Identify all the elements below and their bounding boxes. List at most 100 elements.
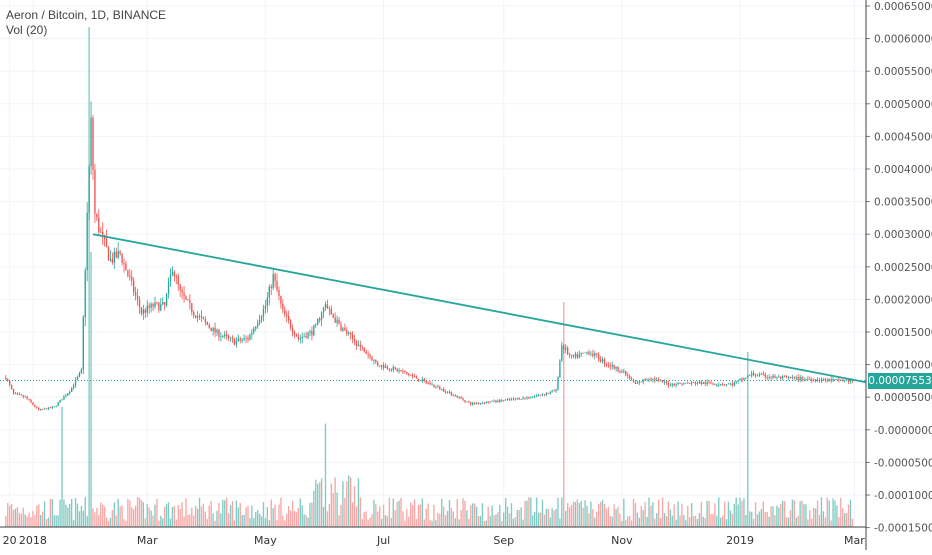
candle-body: [162, 302, 164, 305]
volume-bar: [80, 506, 83, 527]
volume-bar: [380, 518, 383, 527]
volume-bar: [127, 498, 129, 527]
volume-bar: [456, 498, 458, 527]
volume-bar: [731, 513, 734, 527]
price-axis[interactable]: 0.00065000 0.00060000 0.00055000 0.00050000…: [865, 0, 932, 550]
volume-bar: [431, 520, 433, 527]
volume-bar: [795, 517, 797, 527]
candle-body: [582, 352, 584, 354]
candle-body: [675, 384, 677, 386]
volume-bar: [105, 517, 108, 527]
volume-bar: [791, 499, 794, 527]
volume-bar: [291, 500, 294, 527]
candle-body: [171, 271, 174, 275]
candle-body: [152, 303, 154, 307]
candle-body: [193, 312, 195, 316]
candle-body: [216, 329, 218, 333]
volume-bar: [115, 515, 117, 527]
volume-bar: [297, 507, 300, 527]
candle-body: [539, 394, 542, 396]
candle-body: [119, 251, 121, 254]
volume-bar: [762, 501, 764, 527]
candle-body: [243, 338, 245, 340]
candle-body: [807, 378, 809, 380]
volume-indicator-label[interactable]: Vol (20): [6, 23, 48, 37]
candle-body: [158, 302, 160, 311]
candle-body: [55, 405, 57, 407]
candle-body: [435, 386, 437, 388]
candle-body: [102, 232, 104, 236]
volume-bar: [67, 507, 69, 527]
candle-body: [258, 319, 261, 324]
volume-bar: [673, 504, 675, 527]
candle-body: [41, 409, 44, 411]
x-tick-label: Mar: [137, 534, 158, 547]
candle-body: [439, 386, 441, 390]
candle-body: [278, 290, 280, 296]
candle-body: [636, 382, 639, 384]
candle-body: [136, 295, 139, 300]
volume-bar: [710, 513, 712, 527]
candle-body: [349, 332, 352, 335]
volume-bar: [315, 479, 317, 527]
volume-bar: [47, 517, 50, 527]
candle-body: [762, 373, 764, 375]
candle-body: [204, 319, 207, 323]
candle-body: [286, 314, 288, 317]
candle-body: [609, 365, 611, 367]
time-axis[interactable]: 20 2018 Mar May Jul Sep Nov 2019 Mar: [0, 526, 866, 547]
candle-body: [398, 369, 400, 371]
volume-bar: [437, 512, 439, 527]
volume-bar: [148, 507, 150, 527]
candle-body: [696, 383, 699, 384]
candle-body: [303, 336, 305, 338]
volume-bar: [231, 501, 234, 527]
volume-bar: [611, 516, 613, 527]
volume-bar: [173, 505, 176, 527]
candle-body: [413, 376, 416, 377]
volume-bar: [293, 510, 296, 527]
candle-body: [561, 345, 563, 361]
volume-bar: [140, 499, 143, 527]
candle-body: [342, 328, 344, 331]
volume-bar: [413, 499, 416, 527]
volume-bar: [580, 500, 582, 527]
candle-body: [654, 378, 656, 381]
candle-body: [603, 359, 606, 364]
volume-bar: [479, 515, 482, 527]
candle-body: [797, 376, 799, 381]
volume-bar: [224, 500, 226, 527]
volume-bar: [487, 506, 489, 527]
volume-bar: [739, 497, 741, 527]
volume-bar: [814, 508, 817, 527]
candle-body: [565, 347, 567, 350]
volume-bar: [264, 518, 267, 527]
candle-body: [723, 384, 726, 386]
candle-body: [568, 354, 571, 355]
candle-body: [665, 381, 668, 384]
volume-bar: [729, 510, 732, 527]
chart-title[interactable]: Aeron / Bitcoin, 1D, BINANCE: [6, 8, 167, 22]
volume-bar: [551, 508, 553, 527]
volume-bar: [797, 515, 799, 527]
candle-body: [646, 379, 648, 381]
volume-bar: [559, 518, 561, 527]
candle-body: [127, 270, 129, 276]
candle-body: [578, 354, 580, 358]
candle-body: [824, 378, 826, 380]
candle-body: [671, 383, 673, 386]
candle-body: [640, 381, 642, 383]
volume-bar: [450, 508, 453, 527]
candle-body: [590, 353, 592, 355]
candle-body: [522, 397, 524, 400]
candle-body: [489, 401, 491, 403]
candle-body: [365, 351, 367, 354]
candle-body: [510, 399, 513, 400]
candle-body: [67, 393, 69, 396]
volume-bar: [607, 506, 610, 527]
volume-bar: [644, 501, 646, 527]
candle-body: [685, 382, 687, 384]
volume-bar: [51, 499, 53, 527]
